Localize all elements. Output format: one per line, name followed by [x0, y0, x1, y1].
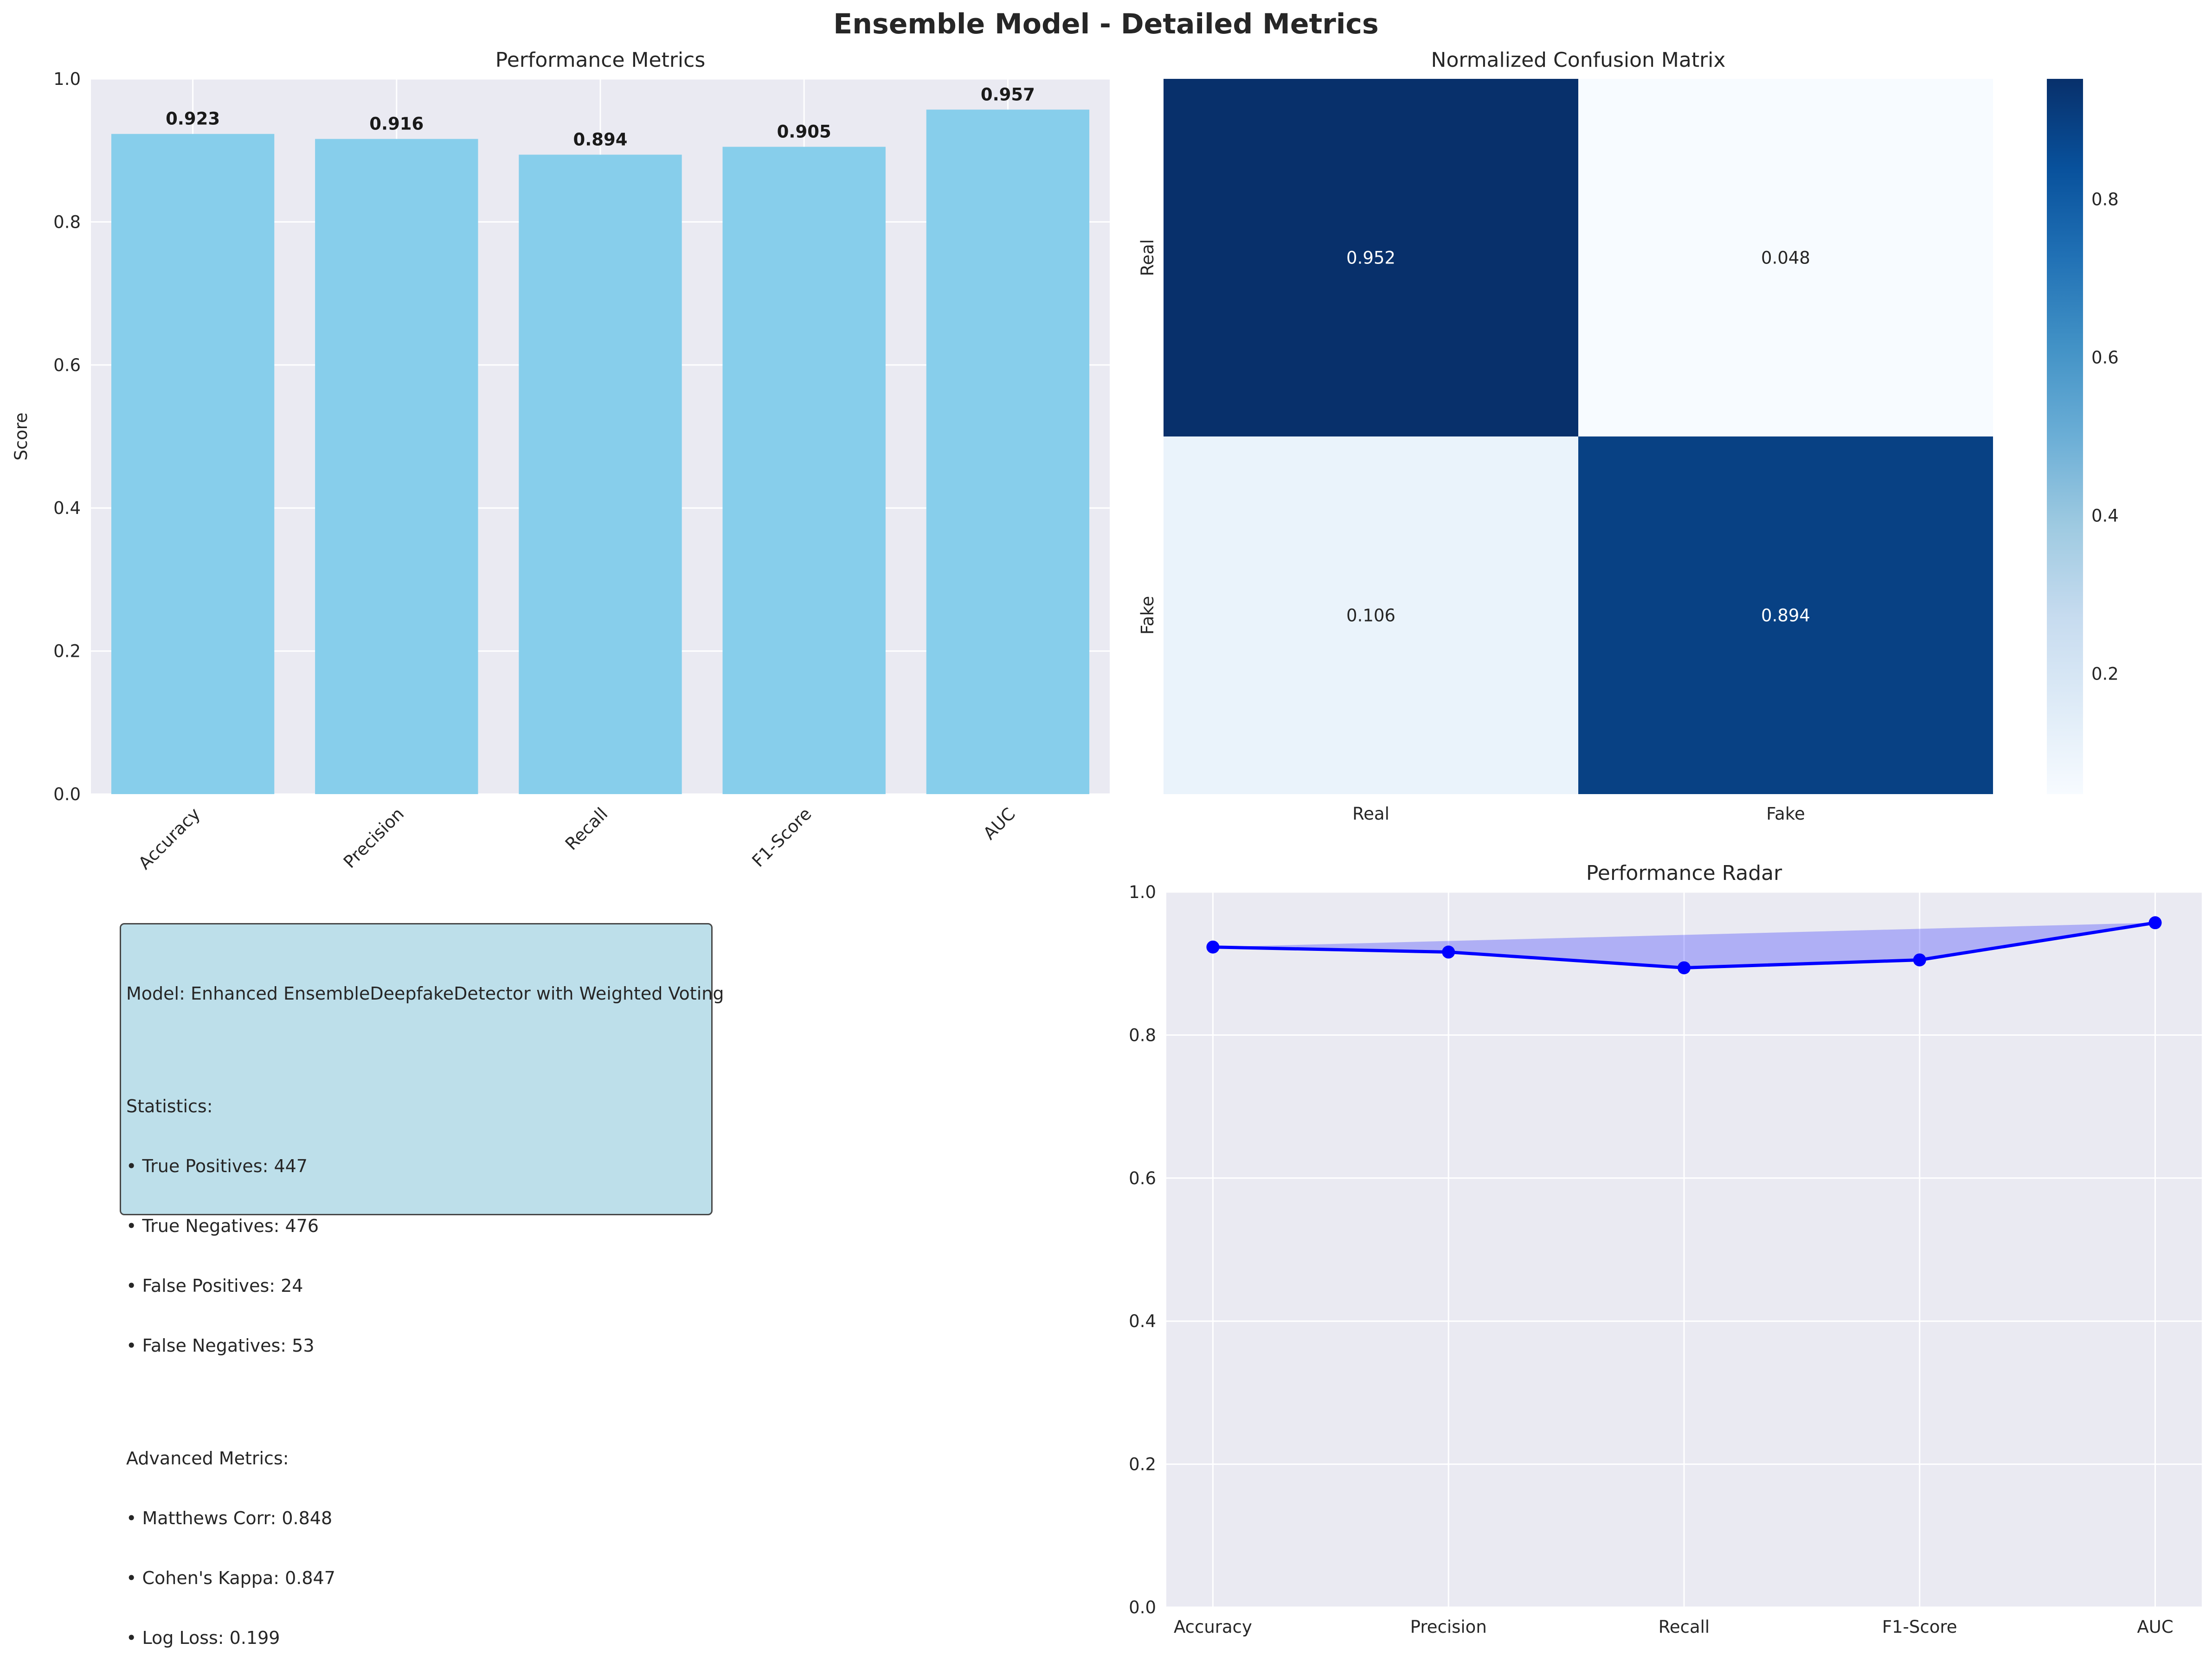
radar-xtick-label: Precision [1410, 1617, 1487, 1637]
bar-value-label: 0.923 [166, 109, 220, 129]
heatmap-row-label: Real [1138, 239, 1157, 276]
stats-panel: Model: Enhanced EnsembleDeepfakeDetector… [126, 944, 724, 1668]
radar-ytick-label: 1.0 [1129, 882, 1156, 902]
heatmap-cell-label: 0.048 [1761, 248, 1810, 268]
radar-ytick-label: 0.6 [1129, 1168, 1156, 1188]
radar-xtick-label: Accuracy [1174, 1617, 1252, 1637]
stats-box [120, 923, 713, 1215]
heatmap-cell-label: 0.952 [1346, 248, 1395, 268]
bar-ytick-label: 0.0 [53, 784, 81, 804]
stats-advanced-header: Advanced Metrics: [126, 1448, 289, 1469]
radar-point [1913, 953, 1926, 967]
bar-ylabel: Score [11, 412, 31, 461]
colorbar-tick-label: 0.6 [2091, 347, 2119, 367]
radar-xtick-label: F1-Score [1882, 1617, 1957, 1637]
confusion-matrix-panel: 0.952 0.048 0.106 0.894 Real Fake Real Fake Norm… [1138, 48, 2119, 824]
colorbar-tick-label: 0.2 [2091, 664, 2119, 684]
heatmap-row-label: Fake [1138, 596, 1157, 635]
bar-value-label: 0.905 [777, 122, 831, 141]
radar-ytick-label: 0.4 [1129, 1311, 1156, 1331]
heatmap-cell [1164, 436, 1578, 794]
colorbar-tick-label: 0.8 [2091, 189, 2119, 209]
stats-true-positives: • True Positives: 447 [126, 1156, 308, 1176]
bar [926, 109, 1090, 794]
heatmap-cell [1578, 79, 1993, 436]
radar-ytick-label: 0.8 [1129, 1025, 1156, 1045]
stats-cohens-kappa: • Cohen's Kappa: 0.847 [126, 1568, 335, 1588]
heatmap-col-label: Real [1352, 804, 1389, 824]
heatmap-cell [1164, 79, 1578, 436]
bar-ytick-label: 0.6 [53, 355, 81, 375]
bar-ytick-label: 1.0 [53, 69, 81, 89]
colorbar [2047, 79, 2083, 794]
bar [315, 139, 478, 794]
stats-matthews-corr: • Matthews Corr: 0.848 [126, 1508, 333, 1528]
radar-point [1206, 940, 1220, 954]
stats-model-line: Model: Enhanced EnsembleDeepfakeDetector… [126, 983, 724, 1004]
radar-point [1678, 961, 1691, 975]
stats-false-negatives: • False Negatives: 53 [126, 1335, 315, 1356]
stats-false-positives: • False Positives: 24 [126, 1276, 303, 1296]
heatmap-cell-label: 0.894 [1761, 606, 1810, 626]
heatmap-cell [1578, 436, 1993, 794]
heatmap-cell-label: 0.106 [1346, 606, 1395, 626]
bar-chart-title: Performance Metrics [495, 48, 706, 72]
heatmap-col-label: Fake [1766, 804, 1805, 824]
bar [722, 147, 886, 794]
radar-chart-panel: 0.0 0.2 0.4 0.6 0.8 1.0 Accuracy Precision Recal… [1129, 861, 2202, 1637]
bar-chart-panel: 0.0 0.2 0.4 0.6 0.8 1.0 0.923 0.916 0.894 0.905 0.… [11, 48, 1110, 873]
bar-value-label: 0.916 [369, 114, 424, 134]
bar-ytick-label: 0.8 [53, 212, 81, 232]
radar-chart-title: Performance Radar [1586, 861, 1782, 885]
radar-xtick-label: Recall [1659, 1617, 1710, 1637]
stats-true-negatives: • True Negatives: 476 [126, 1216, 319, 1236]
bar [519, 154, 682, 794]
bar-ytick-label: 0.2 [53, 642, 81, 661]
bar-ytick-label: 0.4 [53, 498, 81, 518]
heatmap-title: Normalized Confusion Matrix [1431, 48, 1726, 72]
stats-statistics-header: Statistics: [126, 1096, 213, 1116]
radar-ytick-label: 0.2 [1129, 1455, 1156, 1475]
bar-value-label: 0.957 [981, 84, 1035, 104]
stats-log-loss: • Log Loss: 0.199 [126, 1628, 280, 1648]
bar [111, 134, 275, 794]
radar-xtick-label: AUC [2137, 1617, 2173, 1637]
bar-value-label: 0.894 [573, 129, 627, 149]
radar-point [1442, 945, 1455, 959]
figure-title: Ensemble Model - Detailed Metrics [833, 8, 1378, 40]
radar-ytick-label: 0.0 [1129, 1597, 1156, 1617]
colorbar-tick-label: 0.4 [2091, 506, 2119, 526]
radar-point [2148, 916, 2162, 930]
